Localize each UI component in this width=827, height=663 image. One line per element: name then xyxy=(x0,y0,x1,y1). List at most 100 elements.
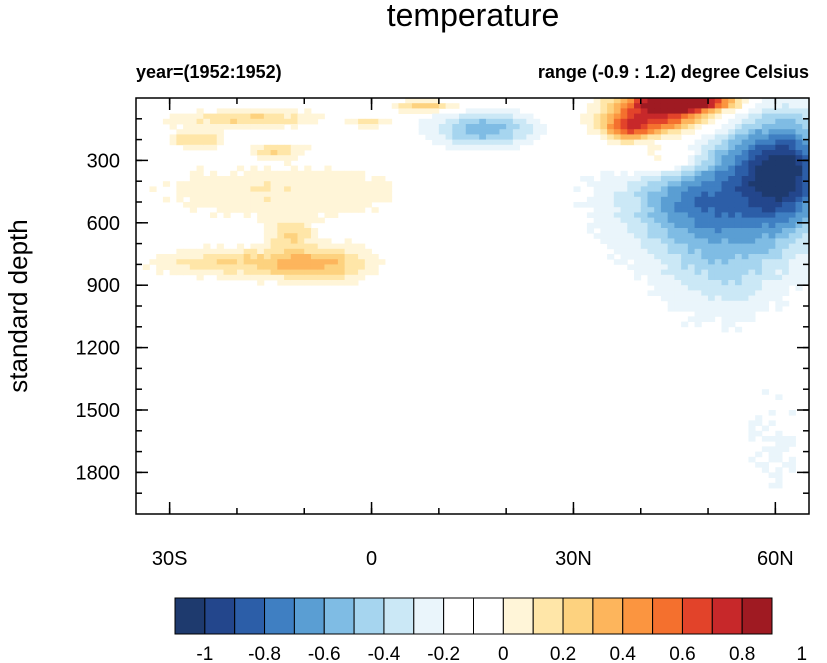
heatmap-cell xyxy=(775,300,783,307)
heatmap-cell xyxy=(701,160,709,166)
heatmap-cell xyxy=(788,118,796,125)
heatmap-cell xyxy=(216,186,224,192)
heatmap-cell xyxy=(634,170,642,177)
heatmap-cell xyxy=(351,264,359,270)
heatmap-cell xyxy=(210,191,218,198)
heatmap-cell xyxy=(687,269,695,276)
heatmap-cell xyxy=(755,228,763,234)
heatmap-cell xyxy=(236,124,245,130)
heatmap-cell xyxy=(236,254,245,260)
heatmap-cell xyxy=(761,389,770,395)
heatmap-cell xyxy=(284,186,292,192)
heatmap-cell xyxy=(654,113,662,120)
heatmap-cell xyxy=(681,118,689,125)
heatmap-cell xyxy=(270,243,278,250)
heatmap-cell xyxy=(755,160,763,166)
heatmap-cell xyxy=(775,482,783,489)
heatmap-cell xyxy=(761,269,770,276)
heatmap-cell xyxy=(344,186,352,192)
heatmap-cell xyxy=(788,456,796,463)
heatmap-cell xyxy=(795,124,803,130)
heatmap-cell xyxy=(741,202,749,208)
heatmap-cell xyxy=(775,217,783,224)
heatmap-cell xyxy=(667,196,675,203)
heatmap-cell xyxy=(526,139,534,146)
heatmap-cell xyxy=(708,212,716,218)
heatmap-cell xyxy=(714,280,722,286)
heatmap-cell xyxy=(788,170,796,177)
heatmap-cell xyxy=(593,181,601,187)
heatmap-cell xyxy=(748,139,756,146)
heatmap-cell xyxy=(506,139,514,146)
heatmap-cell xyxy=(660,280,669,286)
heatmap-cell xyxy=(667,113,675,120)
heatmap-cell xyxy=(755,233,763,239)
heatmap-cell xyxy=(317,217,325,224)
heatmap-cell xyxy=(284,170,292,177)
heatmap-cell xyxy=(634,259,642,265)
heatmap-cell xyxy=(701,118,709,125)
heatmap-cell xyxy=(310,264,319,270)
heatmap-cell xyxy=(169,124,177,130)
heatmap-cell xyxy=(223,248,231,255)
heatmap-cell xyxy=(802,113,810,120)
heatmap-cell xyxy=(667,217,675,224)
heatmap-cell xyxy=(472,139,480,146)
heatmap-cell xyxy=(734,264,743,270)
heatmap-cell xyxy=(694,113,702,120)
heatmap-cell xyxy=(586,176,595,182)
heatmap-cell xyxy=(667,170,675,177)
heatmap-cell xyxy=(701,134,709,140)
heatmap-cell xyxy=(748,202,756,208)
heatmap-cell xyxy=(324,264,332,270)
heatmap-cell xyxy=(196,176,204,182)
heatmap-cell xyxy=(721,228,729,234)
heatmap-cell xyxy=(600,233,608,239)
heatmap-cell xyxy=(223,212,231,218)
heatmap-cell xyxy=(465,129,473,135)
heatmap-cell xyxy=(687,181,695,187)
heatmap-cell xyxy=(250,269,258,276)
heatmap-cell xyxy=(257,170,265,177)
heatmap-cell xyxy=(667,264,675,270)
heatmap-cell xyxy=(324,202,332,208)
heatmap-cell xyxy=(660,134,669,140)
heatmap-cell xyxy=(721,108,729,114)
heatmap-cell xyxy=(714,186,722,192)
heatmap-cell xyxy=(203,191,211,198)
heatmap-cell xyxy=(647,139,655,146)
heatmap-cell xyxy=(290,202,298,208)
heatmap-cell xyxy=(687,170,695,177)
heatmap-cell xyxy=(378,118,386,125)
heatmap-cell xyxy=(358,243,366,250)
heatmap-cell xyxy=(465,144,473,151)
heatmap-cell xyxy=(802,150,810,156)
heatmap-cell xyxy=(210,212,218,218)
heatmap-cell xyxy=(795,238,803,244)
heatmap-cell xyxy=(694,217,702,224)
heatmap-cell xyxy=(270,113,278,120)
heatmap-cell xyxy=(721,124,729,130)
heatmap-cell xyxy=(169,259,177,265)
heatmap-cell xyxy=(250,170,258,177)
heatmap-cell xyxy=(734,243,743,250)
heatmap-cell xyxy=(721,238,729,244)
heatmap-cell xyxy=(755,139,763,146)
heatmap-cell xyxy=(586,113,595,120)
heatmap-cell xyxy=(795,118,803,125)
heatmap-cell xyxy=(203,269,211,276)
heatmap-cell xyxy=(337,254,346,260)
heatmap-cell xyxy=(533,134,541,140)
heatmap-cell xyxy=(654,269,662,276)
heatmap-cell xyxy=(701,238,709,244)
heatmap-cell xyxy=(687,176,695,182)
heatmap-cell xyxy=(304,222,312,229)
heatmap-cell xyxy=(708,233,716,239)
heatmap-cell xyxy=(183,264,191,270)
heatmap-cell xyxy=(761,467,770,473)
heatmap-cell xyxy=(681,300,689,307)
heatmap-cell xyxy=(344,181,352,187)
heatmap-cell xyxy=(681,306,689,312)
heatmap-cell xyxy=(708,150,716,156)
heatmap-cell xyxy=(310,259,319,265)
